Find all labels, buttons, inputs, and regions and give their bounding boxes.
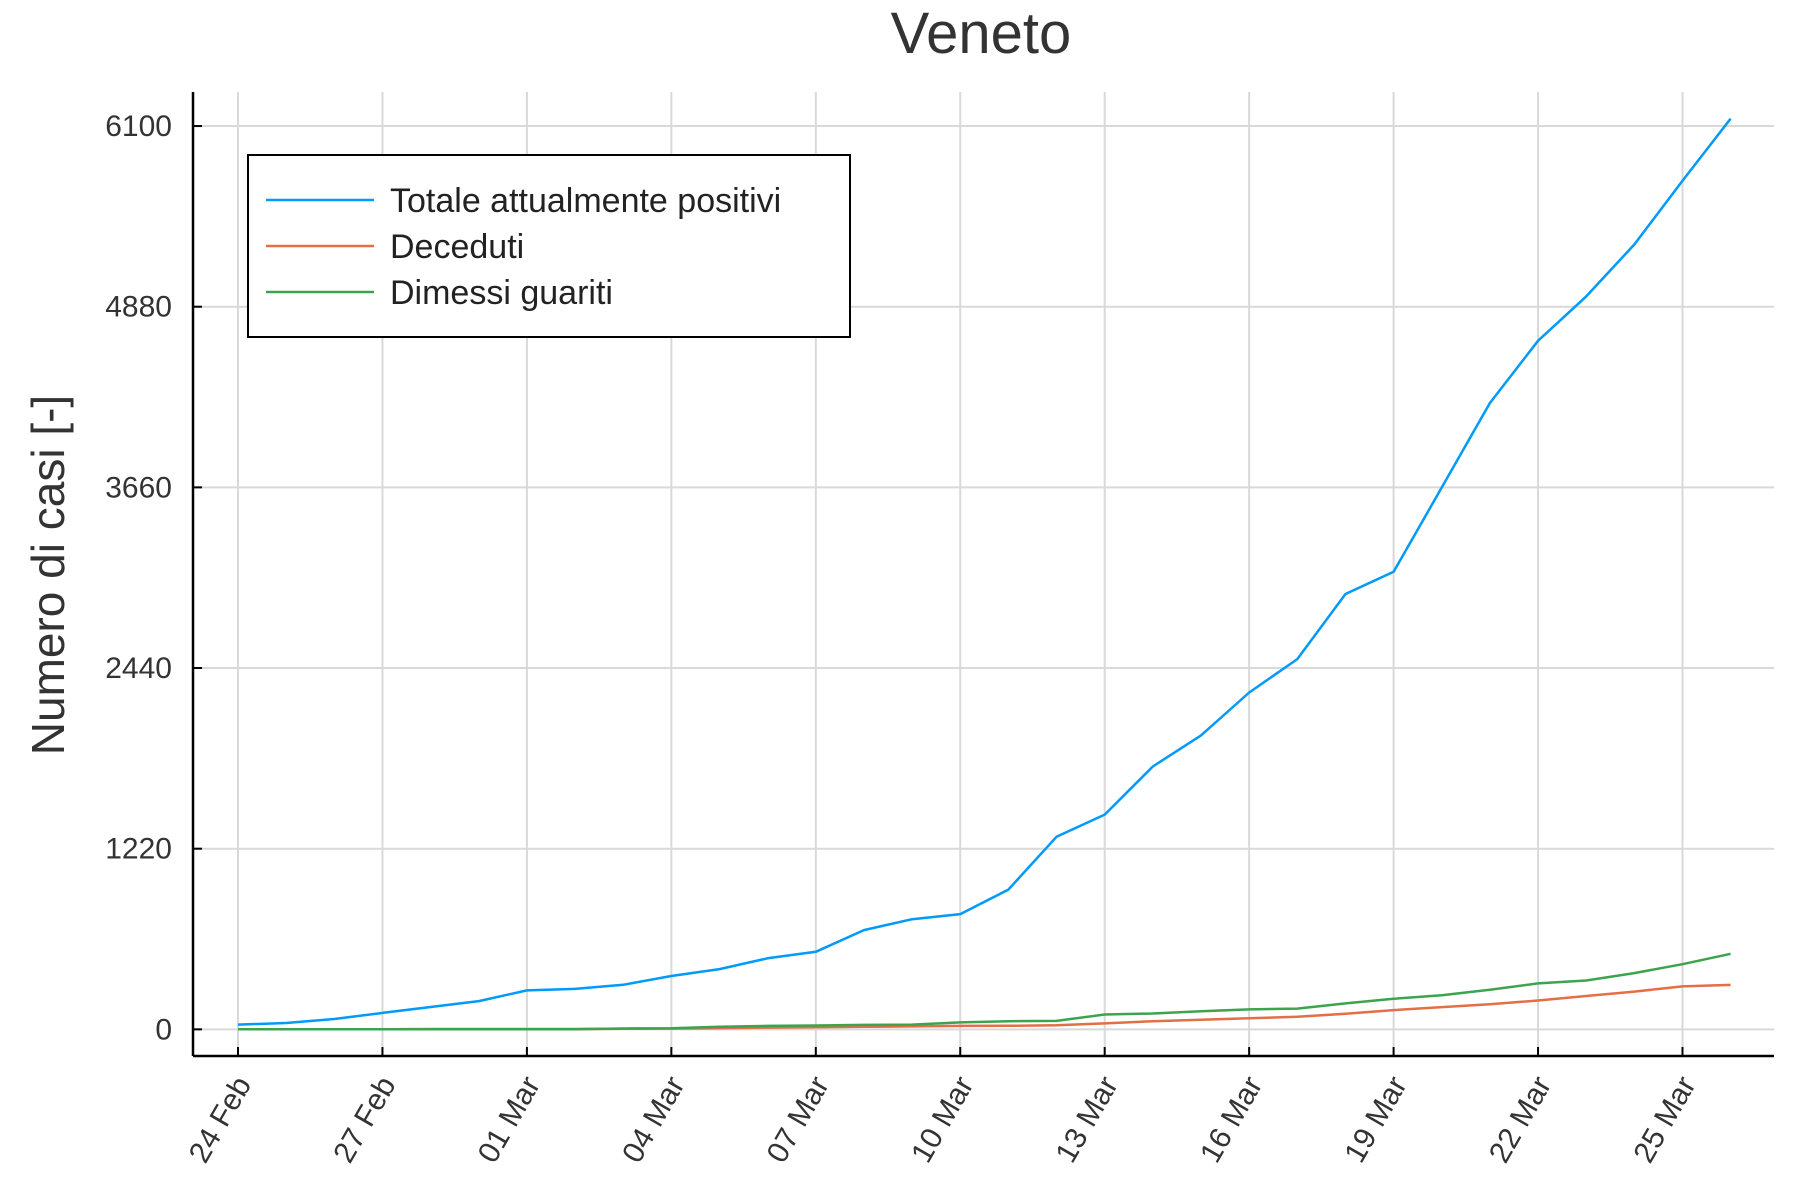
y-tick-label: 1220 bbox=[105, 833, 172, 866]
series-line bbox=[238, 952, 1731, 1031]
axes bbox=[191, 92, 1774, 1058]
x-tick-label: 16 Mar bbox=[1194, 1071, 1269, 1168]
chart-title: Veneto bbox=[891, 1, 1072, 66]
series-lines bbox=[237, 117, 1732, 1031]
legend-entry: Deceduti bbox=[390, 228, 524, 266]
x-ticks: 24 Feb 27 Feb 01 Mar 04 Mar 07 Mar 10 Mar 13 M… bbox=[183, 1047, 1703, 1168]
y-ticks: 0 1220 2440 3660 4880 6100 bbox=[105, 110, 202, 1046]
x-tick-label: 10 Mar bbox=[905, 1071, 980, 1168]
x-tick-label: 25 Mar bbox=[1627, 1071, 1702, 1168]
x-tick-label: 04 Mar bbox=[616, 1071, 691, 1168]
x-tick-label: 01 Mar bbox=[472, 1071, 547, 1168]
legend-entry: Totale attualmente positivi bbox=[390, 182, 781, 220]
x-tick-label: 07 Mar bbox=[761, 1071, 836, 1168]
x-tick-label: 13 Mar bbox=[1049, 1071, 1124, 1168]
x-tick-label: 22 Mar bbox=[1483, 1071, 1558, 1168]
y-tick-label: 2440 bbox=[105, 652, 172, 685]
legend-entry: Dimessi guariti bbox=[390, 274, 613, 312]
series-line bbox=[237, 117, 1732, 1026]
y-tick-label: 4880 bbox=[105, 291, 172, 324]
x-tick-label: 27 Feb bbox=[327, 1071, 402, 1168]
y-tick-label: 3660 bbox=[105, 471, 172, 504]
x-tick-label: 19 Mar bbox=[1338, 1071, 1413, 1168]
legend: Totale attualmente positivi Deceduti Dimes… bbox=[247, 154, 851, 338]
x-tick-label: 24 Feb bbox=[183, 1071, 258, 1168]
y-axis-label: Numero di casi [-] bbox=[22, 395, 74, 755]
y-tick-label: 6100 bbox=[105, 110, 172, 143]
y-tick-label: 0 bbox=[155, 1013, 172, 1046]
